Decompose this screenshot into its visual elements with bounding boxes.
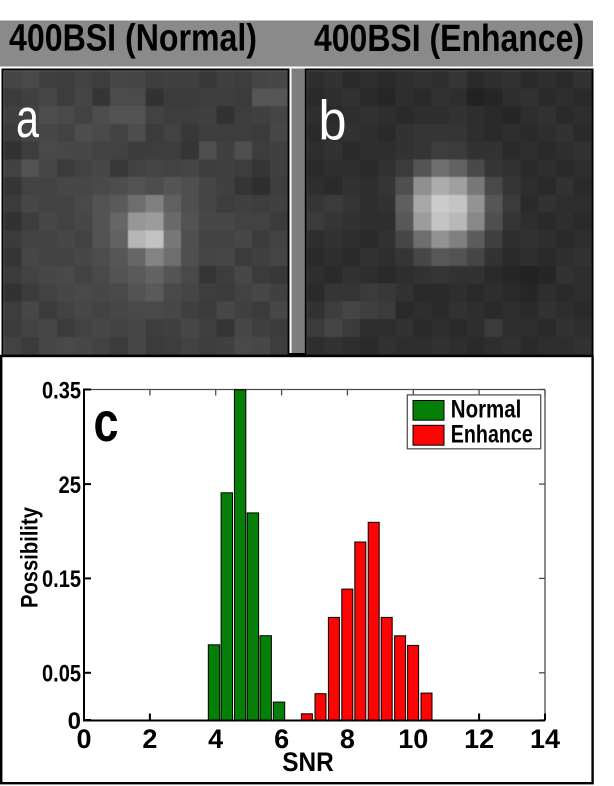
svg-text:25: 25 [59,472,82,499]
svg-text:6: 6 [274,724,289,754]
svg-text:12: 12 [464,724,494,754]
svg-text:b: b [319,89,347,152]
svg-text:0.35: 0.35 [42,377,81,404]
svg-text:8: 8 [340,724,355,754]
svg-text:0.15: 0.15 [42,566,81,593]
svg-text:10: 10 [398,724,428,754]
svg-text:a: a [16,87,39,149]
svg-text:14: 14 [530,724,560,754]
svg-text:400BSI (Normal): 400BSI (Normal) [9,18,257,60]
svg-text:0: 0 [76,724,91,754]
svg-text:4: 4 [208,724,223,754]
svg-text:Possibility: Possibility [17,506,44,608]
svg-text:400BSI (Enhance): 400BSI (Enhance) [314,18,584,60]
svg-text:0.05: 0.05 [42,661,81,688]
svg-text:Enhance: Enhance [451,420,533,448]
svg-text:Normal: Normal [451,396,522,424]
svg-text:0: 0 [68,708,81,735]
svg-text:c: c [94,390,119,453]
svg-text:SNR: SNR [282,747,334,777]
svg-text:2: 2 [142,724,157,754]
